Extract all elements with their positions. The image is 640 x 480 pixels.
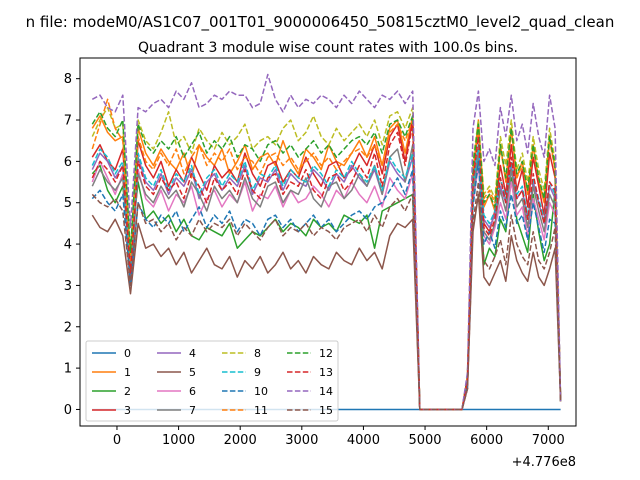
legend-label-14: 14 — [319, 385, 333, 398]
legend-label-9: 9 — [254, 366, 261, 379]
x-tick-label: 7000 — [532, 433, 565, 448]
series-line-6 — [91, 160, 562, 411]
series-line-2 — [91, 156, 562, 411]
legend-label-6: 6 — [189, 385, 196, 398]
series-line-12 — [91, 111, 562, 411]
y-tick-label: 4 — [64, 238, 72, 253]
series-line-4 — [91, 152, 562, 411]
legend-label-13: 13 — [319, 366, 333, 379]
x-tick-label: 0 — [113, 433, 121, 448]
y-tick-label: 2 — [64, 320, 72, 335]
legend-label-12: 12 — [319, 347, 333, 360]
legend-frame — [85, 340, 339, 422]
series-line-14 — [91, 73, 562, 411]
axes-frame — [79, 57, 577, 427]
legend-label-3: 3 — [124, 404, 131, 417]
series-line-15 — [91, 181, 562, 411]
series-line-5 — [91, 193, 562, 411]
y-axis: 0 1 2 3 4 5 6 7 8 — [64, 72, 80, 418]
series-line-7 — [91, 144, 562, 411]
legend-label-1: 1 — [124, 366, 131, 379]
legend-label-0: 0 — [124, 347, 131, 360]
x-tick-label: 5000 — [408, 433, 441, 448]
figure-suptitle: n file: modeM0/AS1C07_001T01_9000006450_… — [26, 13, 615, 32]
y-tick-label: 5 — [64, 196, 72, 211]
legend-label-5: 5 — [189, 366, 196, 379]
legend-label-15: 15 — [319, 404, 333, 417]
y-tick-label: 1 — [64, 362, 72, 377]
legend-label-2: 2 — [124, 385, 131, 398]
x-offset-label: +4.776e8 — [512, 455, 576, 470]
y-tick-label: 0 — [64, 403, 72, 418]
plot-area — [79, 57, 577, 427]
x-tick-label: 1000 — [162, 433, 195, 448]
legend-label-7: 7 — [189, 404, 196, 417]
x-tick-label: 6000 — [470, 433, 503, 448]
chart-title: Quadrant 3 module wise count rates with … — [138, 40, 518, 56]
legend-label-4: 4 — [189, 347, 196, 360]
legend-label-11: 11 — [254, 404, 268, 417]
x-axis: 0 1000 2000 3000 4000 5000 6000 7000 — [113, 426, 565, 448]
series-layer — [91, 73, 562, 411]
series-line-13 — [91, 123, 562, 411]
legend-label-10: 10 — [254, 385, 268, 398]
y-tick-label: 7 — [64, 114, 72, 129]
series-line-9 — [91, 144, 562, 411]
x-tick-label: 2000 — [224, 433, 257, 448]
legend-label-8: 8 — [254, 347, 261, 360]
y-tick-label: 3 — [64, 279, 72, 294]
x-tick-label: 3000 — [285, 433, 318, 448]
series-line-10 — [91, 160, 562, 411]
y-tick-label: 8 — [64, 72, 72, 87]
y-tick-label: 6 — [64, 155, 72, 170]
x-tick-label: 4000 — [347, 433, 380, 448]
